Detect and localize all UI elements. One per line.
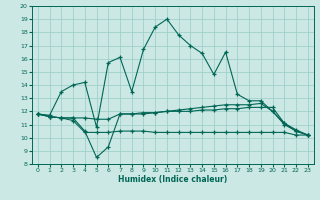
X-axis label: Humidex (Indice chaleur): Humidex (Indice chaleur)	[118, 175, 228, 184]
